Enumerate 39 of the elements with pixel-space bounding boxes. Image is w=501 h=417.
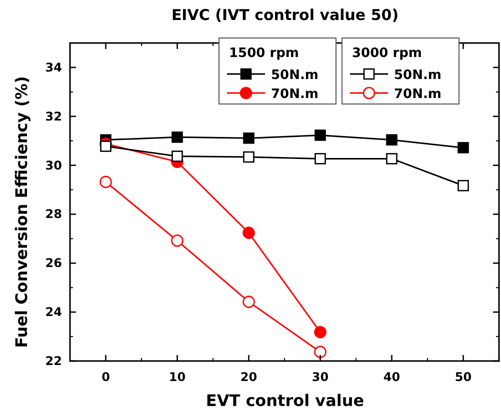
y-tick-label: 28 (45, 207, 62, 222)
y-tick-label: 30 (45, 158, 62, 172)
point (171, 234, 184, 247)
x-tick-label: 30 (312, 370, 329, 384)
point (243, 151, 254, 163)
point (458, 142, 469, 154)
point (386, 134, 398, 146)
legend-label: 50N.m (271, 68, 318, 83)
y-axis-title: Fuel Conversion Efficiency (%) (12, 76, 31, 348)
annotation: 3000 rpm (352, 46, 422, 61)
point (243, 132, 254, 144)
point (242, 226, 255, 239)
point (172, 132, 183, 143)
legend-label: 70N.m (394, 87, 442, 102)
x-tick-label: 50 (454, 370, 472, 384)
point (386, 153, 398, 164)
x-axis-title: EVT control value (206, 391, 364, 410)
legend-label: 50N.m (394, 68, 442, 83)
x-tick-label: 0 (102, 370, 110, 384)
chart-title: EIVC (IVT control value 50) (171, 6, 399, 24)
point (314, 326, 326, 338)
point (314, 346, 326, 358)
x-tick-label: 40 (383, 370, 400, 384)
point (100, 140, 112, 152)
y-tick-label: 32 (45, 109, 62, 124)
x-tick-label: 10 (168, 370, 186, 384)
legend-label: 70N.m (271, 87, 318, 102)
point (458, 180, 469, 192)
point (172, 150, 183, 162)
y-tick-label: 26 (45, 256, 62, 270)
point (314, 153, 326, 164)
point (100, 176, 112, 188)
annotation: 1500 rpm (229, 46, 299, 61)
y-tick-label: 24 (45, 305, 62, 320)
y-tick-label: 34 (45, 60, 62, 74)
y-tick-label: 22 (45, 354, 62, 368)
point (242, 296, 255, 308)
x-tick-label: 20 (240, 370, 258, 384)
point (314, 130, 326, 141)
